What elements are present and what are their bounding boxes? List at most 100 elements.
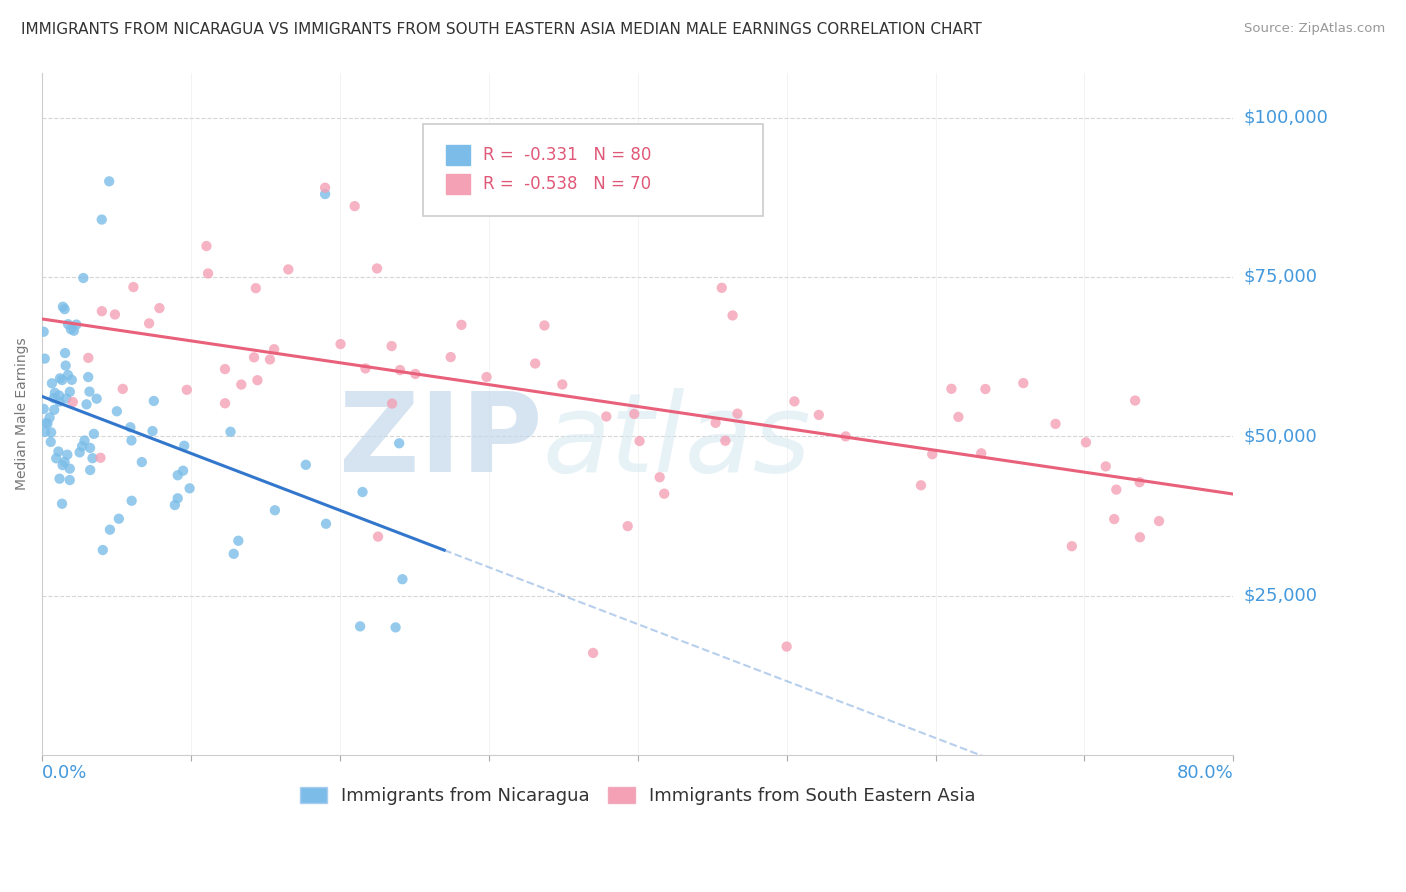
Point — [53, 455, 76, 469]
Point — [89, 450, 111, 465]
Point — [173, 439, 195, 453]
Point — [59, 461, 82, 475]
Point — [1105, 483, 1128, 497]
Point — [349, 619, 371, 633]
Point — [910, 478, 932, 492]
Point — [59, 473, 82, 487]
Point — [1102, 512, 1125, 526]
Point — [725, 407, 748, 421]
Point — [704, 416, 727, 430]
Text: ZIP: ZIP — [339, 388, 543, 495]
Point — [172, 464, 194, 478]
Point — [56, 448, 79, 462]
Text: 0.0%: 0.0% — [42, 764, 87, 782]
Point — [44, 402, 66, 417]
Point — [72, 271, 94, 285]
Point — [73, 434, 96, 448]
Point — [52, 300, 75, 314]
Point — [314, 180, 336, 194]
Text: IMMIGRANTS FROM NICARAGUA VS IMMIGRANTS FROM SOUTH EASTERN ASIA MEDIAN MALE EARN: IMMIGRANTS FROM NICARAGUA VS IMMIGRANTS … — [21, 22, 981, 37]
Point — [389, 363, 412, 377]
Point — [32, 325, 55, 339]
Point — [122, 280, 145, 294]
Point — [381, 396, 404, 410]
Point — [38, 410, 60, 425]
Point — [51, 373, 73, 387]
Point — [652, 486, 675, 500]
Point — [45, 451, 67, 466]
Y-axis label: Median Male Earnings: Median Male Earnings — [15, 338, 30, 491]
Point — [104, 308, 127, 322]
Point — [295, 458, 318, 472]
Point — [974, 382, 997, 396]
Point — [179, 481, 201, 495]
Point — [120, 420, 142, 434]
Legend: Immigrants from Nicaragua, Immigrants from South Eastern Asia: Immigrants from Nicaragua, Immigrants fr… — [291, 778, 986, 814]
Point — [354, 361, 377, 376]
Point — [79, 384, 101, 399]
Point — [142, 394, 165, 409]
Point — [98, 174, 121, 188]
FancyBboxPatch shape — [446, 174, 470, 194]
Point — [105, 404, 128, 418]
Point — [1147, 514, 1170, 528]
Point — [49, 371, 72, 385]
Point — [807, 408, 830, 422]
Point — [148, 301, 170, 315]
Point — [228, 533, 250, 548]
Point — [314, 187, 336, 202]
Point — [404, 367, 426, 381]
Point — [166, 491, 188, 506]
Point — [222, 547, 245, 561]
Point — [83, 426, 105, 441]
Point — [44, 385, 66, 400]
Point — [533, 318, 555, 333]
Point — [76, 397, 98, 411]
Point — [131, 455, 153, 469]
Point — [648, 470, 671, 484]
Point — [970, 446, 993, 460]
Text: R =  -0.331   N = 80: R = -0.331 N = 80 — [482, 145, 651, 164]
Point — [1074, 435, 1097, 450]
Point — [166, 468, 188, 483]
Point — [77, 351, 100, 365]
Text: atlas: atlas — [543, 388, 811, 495]
Point — [245, 281, 267, 295]
Point — [55, 392, 77, 406]
Point — [48, 394, 70, 409]
Point — [69, 445, 91, 459]
Point — [48, 444, 70, 458]
Text: R =  -0.538   N = 70: R = -0.538 N = 70 — [482, 175, 651, 194]
Point — [62, 395, 84, 409]
Point — [219, 425, 242, 439]
Point — [783, 394, 806, 409]
Point — [111, 382, 134, 396]
Point — [39, 434, 62, 449]
Point — [366, 261, 388, 276]
FancyBboxPatch shape — [423, 124, 763, 216]
Point — [79, 441, 101, 455]
Text: $75,000: $75,000 — [1244, 268, 1317, 286]
Point — [352, 485, 374, 500]
Point — [1060, 539, 1083, 553]
Point — [70, 439, 93, 453]
Point — [714, 434, 737, 448]
Point — [277, 262, 299, 277]
Point — [1094, 459, 1116, 474]
Text: $50,000: $50,000 — [1244, 427, 1317, 445]
Point — [941, 382, 963, 396]
Point — [82, 451, 104, 466]
Point — [775, 640, 797, 654]
Point — [616, 519, 638, 533]
Point — [52, 458, 75, 472]
Point — [41, 376, 63, 391]
Point — [214, 396, 236, 410]
Point — [35, 416, 58, 430]
Point — [34, 351, 56, 366]
Point — [948, 409, 970, 424]
Point — [53, 302, 76, 317]
Point — [197, 267, 219, 281]
Point — [450, 318, 472, 332]
Point — [388, 436, 411, 450]
Point — [1129, 530, 1152, 544]
